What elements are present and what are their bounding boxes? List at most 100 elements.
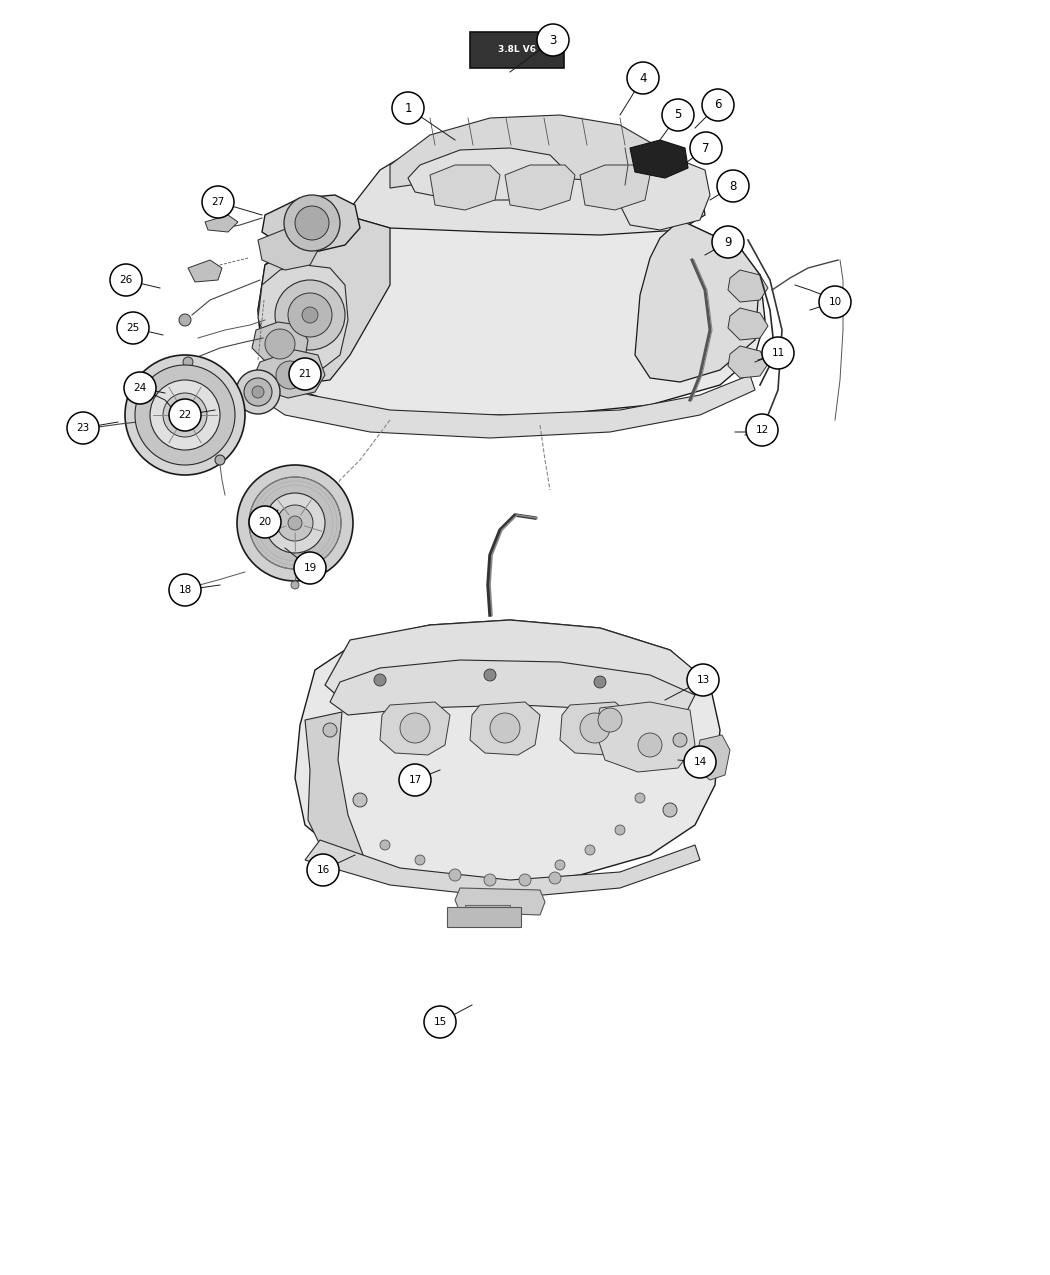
Circle shape <box>712 226 744 258</box>
Polygon shape <box>408 148 565 200</box>
Circle shape <box>353 793 367 807</box>
Circle shape <box>380 840 390 850</box>
Circle shape <box>746 414 778 446</box>
Text: 25: 25 <box>126 323 140 333</box>
Circle shape <box>635 793 645 803</box>
Text: 1: 1 <box>404 102 412 115</box>
Circle shape <box>236 370 280 414</box>
Circle shape <box>265 329 295 360</box>
Circle shape <box>169 399 201 431</box>
Text: 9: 9 <box>724 236 732 249</box>
Circle shape <box>627 62 659 94</box>
Circle shape <box>288 516 302 530</box>
Circle shape <box>237 465 353 581</box>
Text: 7: 7 <box>702 142 710 154</box>
Text: 10: 10 <box>828 297 841 307</box>
Circle shape <box>673 733 687 747</box>
Polygon shape <box>630 140 688 178</box>
Text: 20: 20 <box>258 516 272 527</box>
Text: 3: 3 <box>549 33 556 46</box>
Text: 23: 23 <box>77 423 89 434</box>
Circle shape <box>690 133 722 164</box>
Circle shape <box>288 293 332 337</box>
Text: 14: 14 <box>693 757 707 768</box>
Circle shape <box>163 393 207 437</box>
Polygon shape <box>255 375 755 439</box>
Circle shape <box>594 676 606 688</box>
Polygon shape <box>258 205 765 414</box>
Circle shape <box>183 357 193 367</box>
Polygon shape <box>560 703 630 755</box>
Circle shape <box>555 861 565 870</box>
Circle shape <box>323 723 337 737</box>
Circle shape <box>252 386 264 398</box>
Circle shape <box>289 358 321 390</box>
Circle shape <box>484 873 496 886</box>
Circle shape <box>150 380 220 450</box>
Text: 19: 19 <box>303 564 317 572</box>
Circle shape <box>294 552 325 584</box>
Text: 3.8L V6: 3.8L V6 <box>498 46 536 55</box>
Text: 24: 24 <box>133 382 147 393</box>
Polygon shape <box>304 840 700 898</box>
Text: 21: 21 <box>298 368 312 379</box>
Polygon shape <box>262 195 360 252</box>
Text: 15: 15 <box>434 1017 446 1026</box>
Text: 6: 6 <box>714 98 721 111</box>
Circle shape <box>662 99 694 131</box>
Text: 16: 16 <box>316 864 330 875</box>
Circle shape <box>277 505 313 541</box>
Polygon shape <box>470 703 540 755</box>
Circle shape <box>276 361 304 389</box>
Circle shape <box>178 583 192 597</box>
Circle shape <box>175 405 195 425</box>
Circle shape <box>117 312 149 344</box>
Circle shape <box>415 856 425 864</box>
Circle shape <box>519 873 531 886</box>
Circle shape <box>291 581 299 589</box>
Text: 27: 27 <box>211 198 225 207</box>
Circle shape <box>484 669 496 681</box>
Text: 4: 4 <box>639 71 647 84</box>
Text: 11: 11 <box>772 348 784 358</box>
Circle shape <box>615 825 625 835</box>
Polygon shape <box>728 309 768 340</box>
Circle shape <box>400 713 430 743</box>
Circle shape <box>424 1006 456 1038</box>
Polygon shape <box>330 660 695 715</box>
Circle shape <box>135 365 235 465</box>
Polygon shape <box>205 215 238 232</box>
Polygon shape <box>728 270 768 302</box>
Circle shape <box>169 574 201 606</box>
FancyBboxPatch shape <box>447 907 521 927</box>
Circle shape <box>275 280 345 351</box>
Circle shape <box>399 764 430 796</box>
Circle shape <box>580 713 610 743</box>
Polygon shape <box>254 351 326 398</box>
Polygon shape <box>465 905 510 921</box>
Circle shape <box>215 455 225 465</box>
Polygon shape <box>728 346 768 377</box>
FancyBboxPatch shape <box>470 32 564 68</box>
Polygon shape <box>304 711 365 864</box>
Polygon shape <box>258 215 390 385</box>
Polygon shape <box>455 887 545 915</box>
Text: 18: 18 <box>178 585 191 595</box>
Circle shape <box>284 195 340 251</box>
Circle shape <box>702 89 734 121</box>
Text: 5: 5 <box>674 108 681 121</box>
Text: 17: 17 <box>408 775 422 785</box>
Polygon shape <box>252 323 308 366</box>
Polygon shape <box>258 228 318 270</box>
Text: 8: 8 <box>730 180 737 193</box>
Polygon shape <box>188 260 222 282</box>
Circle shape <box>392 92 424 124</box>
Circle shape <box>684 746 716 778</box>
Polygon shape <box>326 620 700 697</box>
Circle shape <box>249 506 281 538</box>
Text: 22: 22 <box>178 411 191 419</box>
Polygon shape <box>380 703 450 755</box>
Circle shape <box>178 314 191 326</box>
Circle shape <box>663 803 677 817</box>
Circle shape <box>307 854 339 886</box>
